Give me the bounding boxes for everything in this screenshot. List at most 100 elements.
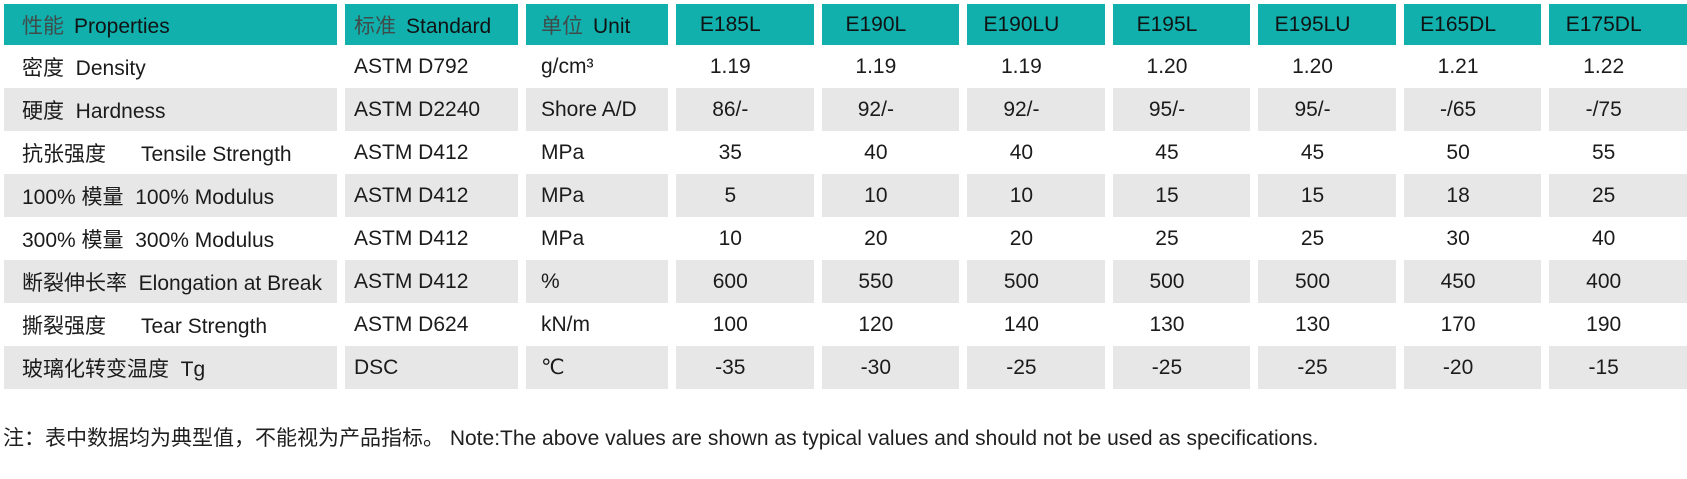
value-cell: 20 bbox=[813, 217, 960, 260]
value-cell: 100 bbox=[668, 303, 814, 346]
unit-cell: kN/m bbox=[518, 303, 668, 346]
value-cell: -15 bbox=[1541, 346, 1687, 389]
unit-cell: MPa bbox=[518, 217, 668, 260]
unit-cell: Shore A/D bbox=[518, 88, 668, 131]
value-cell: 1.19 bbox=[668, 45, 814, 88]
value-cell: 40 bbox=[959, 131, 1105, 174]
standard-cell: ASTM D412 bbox=[337, 131, 518, 174]
col-header-unit: 单位 Unit bbox=[518, 4, 668, 45]
value-cell: 20 bbox=[959, 217, 1105, 260]
col-header-product: E175DL bbox=[1541, 4, 1687, 45]
value-cell: 1.21 bbox=[1395, 45, 1542, 88]
col-header-standard-zh: 标准 bbox=[354, 14, 396, 38]
col-header-properties-en: Properties bbox=[74, 14, 170, 38]
unit-cell: g/cm³ bbox=[518, 45, 668, 88]
footnote: 注：表中数据均为典型值，不能视为产品指标。 Note:The above val… bbox=[3, 427, 1319, 450]
unit-cell: MPa bbox=[518, 174, 668, 217]
property-cell: 撕裂强度 Tear Strength bbox=[22, 314, 268, 338]
value-cell: 450 bbox=[1395, 260, 1542, 303]
value-cell: 25 bbox=[1250, 217, 1396, 260]
standard-cell: ASTM D412 bbox=[337, 217, 518, 260]
value-cell: 86/- bbox=[668, 88, 814, 131]
table-row: 密度 Density ASTM D792 g/cm³ 1.19 1.19 1.19 1.20… bbox=[4, 45, 1687, 88]
value-cell: 55 bbox=[1541, 131, 1687, 174]
table-body: 密度 Density ASTM D792 g/cm³ 1.19 1.19 1.19 1.20… bbox=[4, 45, 1687, 389]
value-cell: 500 bbox=[1104, 260, 1251, 303]
col-header-properties: 性能 Properties bbox=[4, 4, 337, 45]
value-cell: -20 bbox=[1395, 346, 1542, 389]
standard-cell: ASTM D412 bbox=[337, 260, 518, 303]
value-cell: 50 bbox=[1395, 131, 1542, 174]
value-cell: 40 bbox=[1541, 217, 1687, 260]
unit-cell: % bbox=[518, 260, 668, 303]
col-header-product: E190LU bbox=[959, 4, 1105, 45]
property-cell: 密度 Density bbox=[22, 56, 146, 80]
value-cell: 45 bbox=[1250, 131, 1396, 174]
value-cell: 30 bbox=[1395, 217, 1542, 260]
col-header-standard: 标准 Standard bbox=[337, 4, 518, 45]
value-cell: 45 bbox=[1104, 131, 1251, 174]
property-cell: 玻璃化转变温度 Tg bbox=[4, 346, 337, 389]
table-row: 硬度 Hardness ASTM D2240 Shore A/D 86/- 92/- 92… bbox=[4, 88, 1687, 131]
value-cell: -/65 bbox=[1395, 88, 1542, 131]
unit-cell: ℃ bbox=[518, 346, 668, 389]
value-cell: 40 bbox=[813, 131, 960, 174]
standard-cell: ASTM D412 bbox=[337, 174, 518, 217]
property-cell: 300% 模量 300% Modulus bbox=[22, 228, 275, 252]
value-cell: -35 bbox=[668, 346, 814, 389]
value-cell: 10 bbox=[959, 174, 1105, 217]
value-cell: -/75 bbox=[1541, 88, 1687, 131]
value-cell: 15 bbox=[1104, 174, 1251, 217]
value-cell: 1.22 bbox=[1541, 45, 1687, 88]
properties-table: 性能 Properties 标准 Standard 单位 Unit E185L E190… bbox=[4, 4, 1687, 389]
value-cell: 140 bbox=[959, 303, 1105, 346]
value-cell: 500 bbox=[1250, 260, 1396, 303]
value-cell: 15 bbox=[1250, 174, 1396, 217]
value-cell: -30 bbox=[813, 346, 960, 389]
standard-cell: ASTM D792 bbox=[337, 45, 518, 88]
standard-cell: ASTM D624 bbox=[337, 303, 518, 346]
value-cell: -25 bbox=[1250, 346, 1396, 389]
value-cell: 120 bbox=[813, 303, 960, 346]
standard-cell: DSC bbox=[337, 346, 518, 389]
col-header-product: E190L bbox=[813, 4, 960, 45]
value-cell: 500 bbox=[959, 260, 1105, 303]
col-header-product: E195L bbox=[1104, 4, 1251, 45]
header-row: 性能 Properties 标准 Standard 单位 Unit E185L E190… bbox=[4, 4, 1687, 45]
property-cell: 断裂伸长率 Elongation at Break bbox=[4, 260, 337, 303]
value-cell: 130 bbox=[1104, 303, 1251, 346]
col-header-standard-en: Standard bbox=[406, 14, 492, 38]
value-cell: 170 bbox=[1395, 303, 1542, 346]
table-row: 撕裂强度 Tear Strength ASTM D624 kN/m 100 120 140… bbox=[4, 303, 1687, 346]
property-cell: 抗张强度 Tensile Strength bbox=[22, 142, 292, 166]
value-cell: 10 bbox=[813, 174, 960, 217]
standard-cell: ASTM D2240 bbox=[337, 88, 518, 131]
value-cell: 95/- bbox=[1250, 88, 1396, 131]
value-cell: 92/- bbox=[959, 88, 1105, 131]
value-cell: 92/- bbox=[813, 88, 960, 131]
col-header-product: E185L bbox=[668, 4, 814, 45]
col-header-product: E195LU bbox=[1250, 4, 1396, 45]
value-cell: 10 bbox=[668, 217, 814, 260]
table-row: 300% 模量 300% Modulus ASTM D412 MPa 10 20 20 25… bbox=[4, 217, 1687, 260]
value-cell: 1.20 bbox=[1104, 45, 1251, 88]
value-cell: 1.20 bbox=[1250, 45, 1396, 88]
unit-cell: MPa bbox=[518, 131, 668, 174]
table-row: 断裂伸长率 Elongation at Break ASTM D412% 600 55… bbox=[4, 260, 1687, 303]
value-cell: 400 bbox=[1541, 260, 1687, 303]
value-cell: 1.19 bbox=[959, 45, 1105, 88]
value-cell: 95/- bbox=[1104, 88, 1251, 131]
table-row: 玻璃化转变温度 Tg DSC ℃ -35 -30 -25 -25 -25 -20 -15 bbox=[4, 346, 1687, 389]
col-header-properties-zh: 性能 bbox=[22, 14, 64, 38]
col-header-product: E165DL bbox=[1395, 4, 1542, 45]
value-cell: 130 bbox=[1250, 303, 1396, 346]
property-cell: 100% 模量 100% Modulus bbox=[4, 174, 337, 217]
property-cell: 硬度 Hardness bbox=[4, 88, 337, 131]
value-cell: 600 bbox=[668, 260, 814, 303]
value-cell: 550 bbox=[813, 260, 960, 303]
col-header-unit-zh: 单位 bbox=[541, 14, 583, 38]
table-row: 抗张强度 Tensile Strength ASTM D412 MPa 35 40 40 4… bbox=[4, 131, 1687, 174]
value-cell: -25 bbox=[959, 346, 1105, 389]
col-header-unit-en: Unit bbox=[593, 14, 631, 38]
value-cell: 1.19 bbox=[813, 45, 960, 88]
